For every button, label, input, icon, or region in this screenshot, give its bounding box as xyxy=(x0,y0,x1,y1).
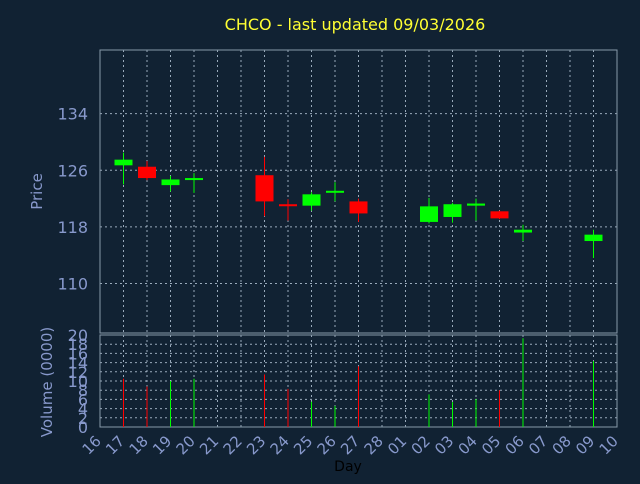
price-tick-label: 126 xyxy=(57,161,88,180)
day-tick-label: 25 xyxy=(290,432,316,458)
day-tick-label: 19 xyxy=(149,432,175,458)
day-tick-label: 07 xyxy=(525,432,551,458)
volume-tick-label: 16 xyxy=(68,344,88,363)
volume-tick-label: 2 xyxy=(78,409,88,428)
candle-body xyxy=(302,194,321,206)
price-tick-label: 110 xyxy=(57,274,88,293)
volume-tick-label: 6 xyxy=(78,390,88,409)
volume-tick-label: 0 xyxy=(78,418,88,437)
day-axis-label: Day xyxy=(334,459,362,475)
candle-body xyxy=(114,159,133,166)
volume-tick-label: 4 xyxy=(78,400,88,419)
day-tick-label: 27 xyxy=(337,432,363,458)
day-tick-label: 06 xyxy=(502,432,528,458)
volume-tick-label: 18 xyxy=(68,335,88,354)
day-tick-label: 02 xyxy=(408,432,434,458)
price-tick-label: 134 xyxy=(57,105,88,124)
price-tick-label: 118 xyxy=(57,218,88,237)
volume-axis-label: Volume (0000) xyxy=(38,327,56,437)
day-tick-label: 23 xyxy=(243,432,269,458)
day-tick-label: 20 xyxy=(173,432,199,458)
volume-tick-label: 14 xyxy=(68,354,88,373)
candle-body xyxy=(185,178,203,181)
day-tick-label: 08 xyxy=(549,432,575,458)
day-tick-label: 18 xyxy=(126,432,152,458)
day-tick-label: 26 xyxy=(314,432,340,458)
day-tick-label: 09 xyxy=(572,432,598,458)
day-tick-label: 05 xyxy=(478,432,504,458)
candle-body xyxy=(138,166,156,179)
candle-body xyxy=(490,211,509,219)
volume-panel: 0246810121416182016171819202122232425262… xyxy=(68,326,622,458)
day-tick-label: 10 xyxy=(596,432,622,458)
day-tick-label: 21 xyxy=(196,432,222,458)
candle-body xyxy=(584,234,603,242)
day-tick-label: 22 xyxy=(220,432,246,458)
price-frame xyxy=(99,49,618,334)
day-tick-label: 24 xyxy=(267,432,293,458)
day-tick-label: 01 xyxy=(384,432,410,458)
candle-body xyxy=(467,203,485,206)
price-panel: 110 118 126 134 xyxy=(57,49,618,334)
day-tick-label: 17 xyxy=(102,432,128,458)
price-axis-label: Price xyxy=(28,173,46,210)
day-tick-label: 04 xyxy=(455,432,481,458)
candle-body xyxy=(161,179,180,186)
chart-title: CHCO - last updated 09/03/2026 xyxy=(225,15,486,34)
volume-tick-label: 8 xyxy=(78,381,88,400)
candle-body xyxy=(255,175,274,202)
candle-body xyxy=(420,206,438,222)
candle-body xyxy=(349,201,368,214)
candle-body xyxy=(443,204,462,217)
candle-body xyxy=(514,229,532,233)
volume-tick-label: 20 xyxy=(68,326,88,345)
day-tick-label: 28 xyxy=(361,432,387,458)
candle-body xyxy=(326,190,344,193)
day-tick-label: 03 xyxy=(431,432,457,458)
volume-tick-label: 10 xyxy=(68,372,88,391)
candle-body xyxy=(279,204,297,207)
volume-tick-label: 12 xyxy=(68,363,88,382)
